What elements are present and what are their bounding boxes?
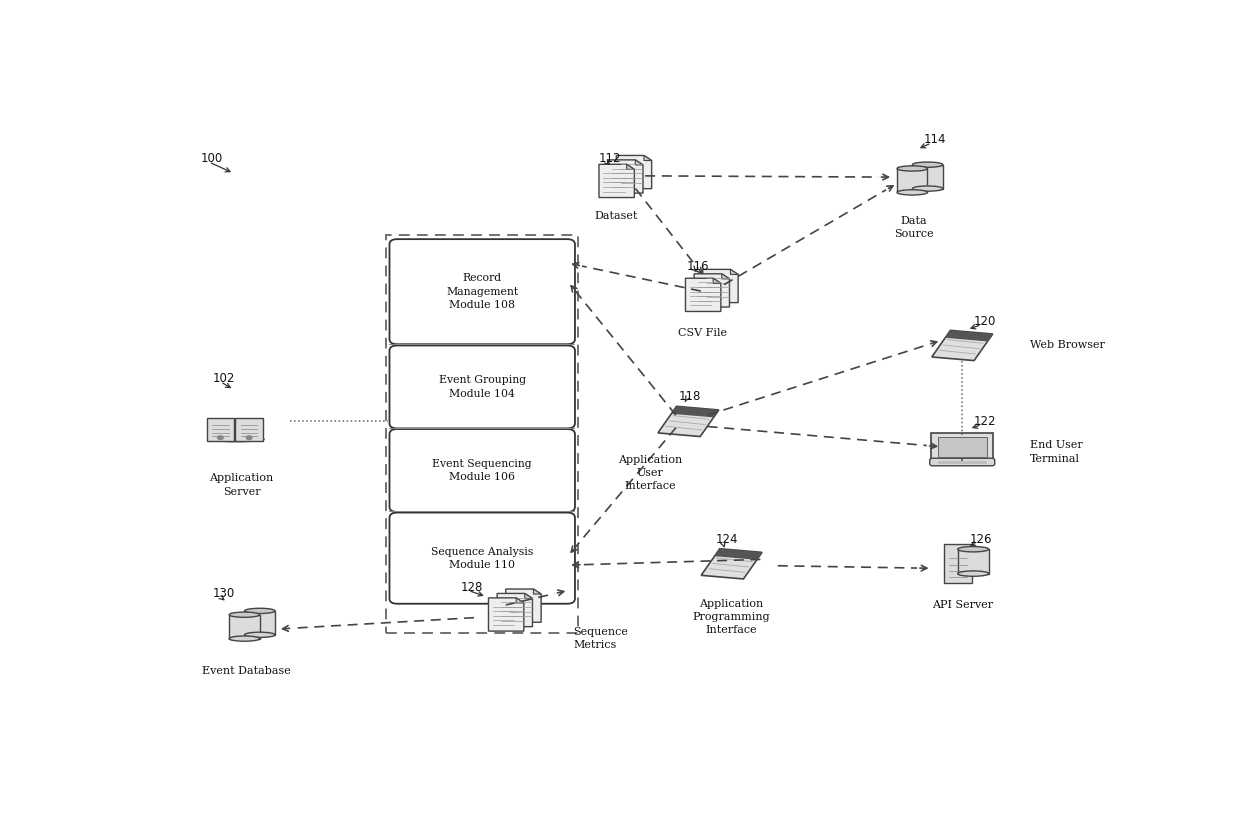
Polygon shape (714, 549, 763, 560)
Polygon shape (945, 330, 993, 341)
Polygon shape (897, 169, 928, 192)
Circle shape (217, 436, 223, 440)
Text: Record
Management
Module 108: Record Management Module 108 (446, 274, 518, 310)
Polygon shape (703, 270, 738, 302)
Text: 112: 112 (599, 152, 621, 165)
Polygon shape (533, 589, 541, 594)
Polygon shape (931, 330, 993, 361)
Polygon shape (244, 611, 275, 635)
FancyBboxPatch shape (389, 345, 575, 428)
Polygon shape (229, 615, 259, 639)
Polygon shape (658, 406, 719, 436)
Text: 126: 126 (970, 533, 992, 547)
Text: CSV File: CSV File (678, 328, 728, 338)
Text: 118: 118 (678, 390, 701, 403)
Polygon shape (722, 274, 729, 279)
Polygon shape (608, 159, 644, 193)
Text: Application
Server: Application Server (210, 473, 274, 496)
Text: 124: 124 (715, 533, 738, 547)
Polygon shape (644, 155, 652, 160)
Ellipse shape (210, 437, 264, 441)
Polygon shape (957, 549, 988, 574)
Text: Event Database: Event Database (202, 667, 290, 677)
FancyBboxPatch shape (389, 429, 575, 512)
Polygon shape (701, 549, 763, 579)
Text: Web Browser: Web Browser (1029, 340, 1105, 350)
Polygon shape (694, 274, 729, 307)
FancyBboxPatch shape (944, 544, 972, 584)
Text: 120: 120 (973, 315, 996, 328)
Text: Dataset: Dataset (595, 211, 637, 221)
Text: Application
User
Interface: Application User Interface (618, 455, 682, 492)
Polygon shape (713, 278, 720, 284)
Polygon shape (635, 159, 644, 165)
Text: End User
Terminal: End User Terminal (1029, 441, 1083, 464)
Ellipse shape (897, 190, 928, 195)
FancyBboxPatch shape (207, 418, 234, 441)
Polygon shape (525, 593, 532, 598)
Polygon shape (671, 406, 719, 418)
Text: 128: 128 (460, 581, 482, 593)
Ellipse shape (229, 636, 259, 641)
Ellipse shape (244, 608, 275, 613)
FancyBboxPatch shape (389, 239, 575, 344)
Ellipse shape (913, 162, 942, 168)
Polygon shape (497, 593, 532, 626)
FancyBboxPatch shape (236, 418, 263, 441)
Text: 122: 122 (973, 415, 996, 428)
Polygon shape (506, 589, 541, 622)
FancyBboxPatch shape (937, 437, 987, 456)
Ellipse shape (957, 571, 988, 576)
Text: Application
Programming
Interface: Application Programming Interface (693, 598, 770, 635)
Polygon shape (626, 164, 635, 169)
Ellipse shape (244, 632, 275, 637)
Text: Sequence Analysis
Module 110: Sequence Analysis Module 110 (432, 547, 533, 570)
Ellipse shape (957, 547, 988, 552)
Text: Event Grouping
Module 104: Event Grouping Module 104 (439, 376, 526, 399)
Polygon shape (516, 598, 523, 603)
Ellipse shape (897, 166, 928, 171)
FancyBboxPatch shape (931, 432, 993, 460)
Polygon shape (730, 270, 738, 275)
Text: 114: 114 (924, 133, 946, 146)
Text: 100: 100 (201, 152, 223, 165)
FancyBboxPatch shape (930, 458, 994, 466)
Polygon shape (489, 598, 523, 631)
FancyBboxPatch shape (389, 513, 575, 603)
Ellipse shape (229, 612, 259, 617)
Text: 130: 130 (213, 587, 234, 600)
Text: Event Sequencing
Module 106: Event Sequencing Module 106 (433, 459, 532, 482)
Text: 116: 116 (687, 260, 709, 273)
Polygon shape (616, 155, 652, 189)
Circle shape (247, 436, 252, 440)
Polygon shape (913, 164, 942, 188)
Text: Sequence
Metrics: Sequence Metrics (573, 627, 627, 650)
Text: API Server: API Server (931, 600, 993, 610)
Text: 102: 102 (213, 372, 236, 385)
Ellipse shape (913, 186, 942, 192)
Polygon shape (599, 164, 635, 197)
Text: Data
Source: Data Source (894, 215, 934, 239)
Polygon shape (686, 278, 720, 312)
